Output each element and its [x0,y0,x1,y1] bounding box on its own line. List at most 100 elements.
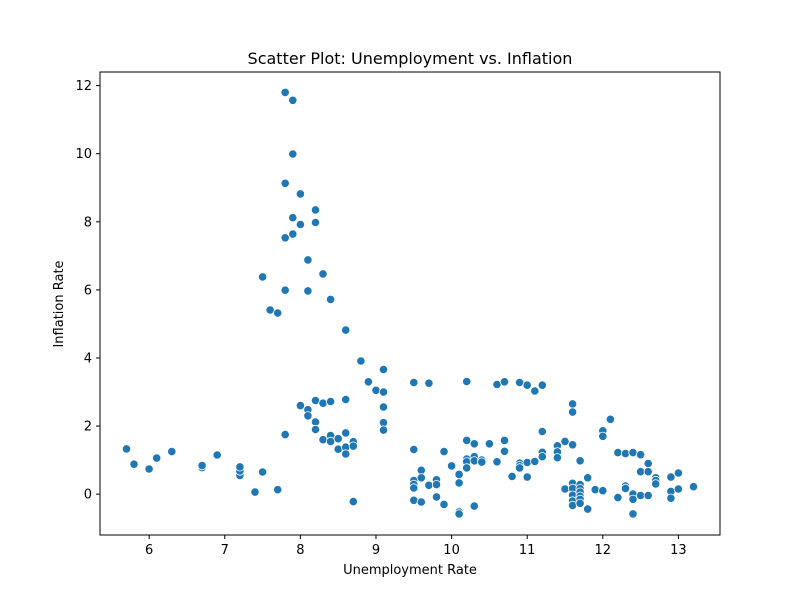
scatter-point [499,446,510,456]
scatter-point [303,411,313,421]
scatter-point [129,459,139,469]
scatter-point [257,272,268,282]
scatter-point [273,308,283,318]
points-layer [121,87,699,519]
x-tick-label: 10 [443,543,460,558]
scatter-point [235,462,245,472]
scatter-point [499,377,510,387]
scatter-point [666,472,676,482]
scatter-point [477,457,487,467]
scatter-point [514,463,525,473]
scatter-point [620,483,631,493]
scatter-point [363,377,373,387]
scatter-point [288,95,298,105]
scatter-point [469,439,479,449]
scatter-point [560,436,570,446]
scatter-point [295,189,305,199]
scatter-point [537,452,547,462]
scatter-point [197,460,207,471]
scatter-point [431,492,442,502]
scatter-point [341,449,351,459]
scatter-point [598,431,608,441]
y-tick-label: 10 [75,147,92,162]
scatter-point [409,444,419,455]
scatter-point [303,286,313,296]
scatter-point [575,456,585,466]
scatter-point [318,269,328,279]
scatter-point [348,441,358,451]
scatter-point [537,426,547,437]
scatter-point [462,463,472,473]
scatter-point [288,149,298,159]
scatter-point [514,377,525,388]
y-axis: 0 2 4 6 8 10 12 [75,79,100,503]
scatter-point [295,400,305,411]
scatter-point [575,498,585,508]
y-tick-label: 6 [84,283,92,298]
scatter-point [522,457,532,468]
scatter-point [567,440,578,450]
scatter-point [378,425,389,435]
scatter-point [492,457,502,467]
scatter-point [431,479,442,490]
scatter-point [462,376,472,387]
scatter-point [507,471,517,481]
scatter-point [341,428,351,438]
scatter-point [605,414,616,424]
y-tick-label: 0 [84,488,92,503]
scatter-point [325,396,336,407]
scatter-point [144,464,154,474]
scatter-point [325,294,336,304]
scatter-point [454,469,464,479]
scatter-point [280,178,290,188]
scatter-point [280,87,290,98]
scatter-point [454,478,464,488]
scatter-point [348,496,358,507]
scatter-point [469,501,479,511]
scatter-point [567,407,578,417]
scatter-point [590,485,600,495]
scatter-point [628,509,638,519]
scatter-point [469,456,479,466]
scatter-point [378,402,389,412]
scatter-point [303,255,313,265]
scatter-point [643,467,653,477]
scatter-point [333,434,343,444]
scatter-point [530,386,540,396]
scatter-point [333,444,343,454]
scatter-point [378,364,389,375]
scatter-point [567,500,578,510]
scatter-point [484,439,494,449]
scatter-point [265,305,275,315]
scatter-point [424,480,434,490]
scatter-point [371,385,381,395]
scatter-point [583,473,593,483]
scatter-point [635,467,646,477]
scatter-point [446,461,457,471]
scatter-point [318,435,328,445]
scatter-point [643,490,653,501]
scatter-point [167,446,177,457]
x-tick-label: 13 [670,543,687,558]
scatter-point [409,483,419,493]
y-tick-label: 8 [84,215,92,230]
scatter-point [439,446,449,457]
scatter-point [257,467,268,477]
scatter-point [613,447,623,458]
scatter-point [250,487,260,497]
chart-title: Scatter Plot: Unemployment vs. Inflation [248,49,573,68]
scatter-point [341,394,351,405]
y-tick-label: 2 [84,420,92,435]
scatter-point [651,479,661,489]
scatter-point [288,213,298,223]
scatter-point [409,377,419,388]
scatter-point [673,484,684,494]
scatter-point [643,458,653,469]
scatter-point [280,233,290,243]
x-tick-label: 6 [145,543,153,558]
scatter-point [280,285,290,295]
x-axis: 6 7 8 9 10 11 12 13 [145,535,687,558]
scatter-point [416,497,426,507]
y-axis-title: Inflation Rate [52,260,67,347]
